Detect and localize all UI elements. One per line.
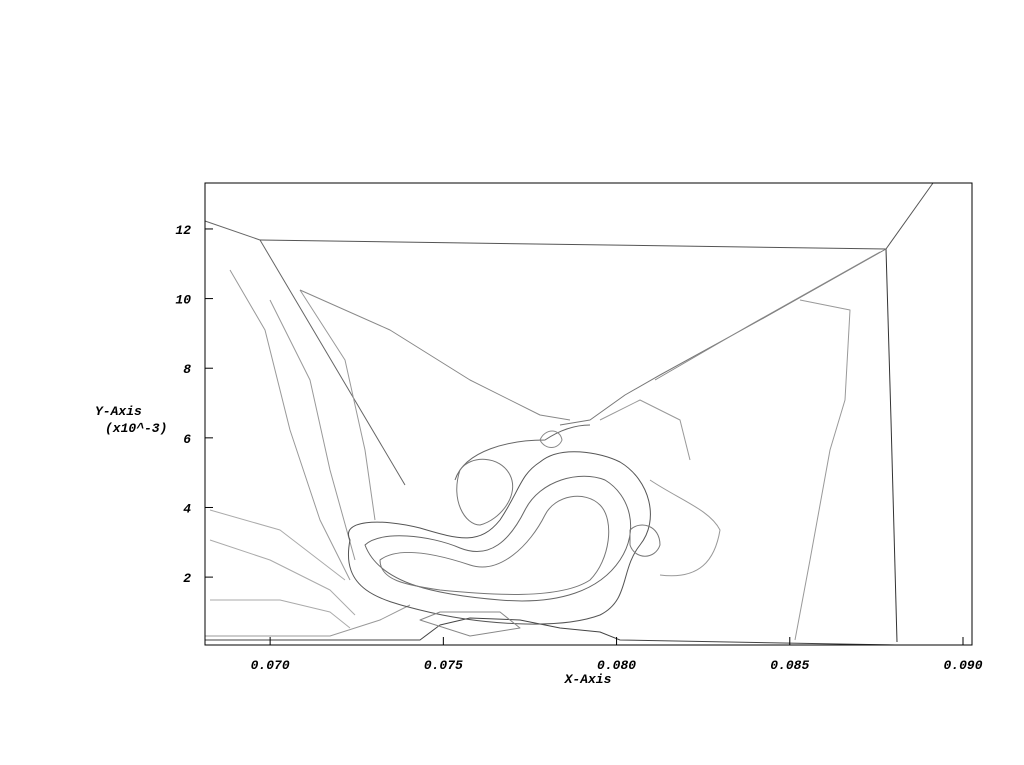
contour-line xyxy=(599,399,691,461)
contours xyxy=(204,182,934,646)
y-tick-label: 6 xyxy=(183,432,191,447)
contour-line xyxy=(559,248,887,426)
contour-line xyxy=(539,430,563,448)
contour-line xyxy=(205,617,896,646)
x-tick-label: 0.085 xyxy=(770,658,809,673)
y-axis-scale: (x10^-3) xyxy=(105,421,167,436)
contour-line xyxy=(210,599,351,629)
contour-line xyxy=(419,611,521,637)
plot-frame xyxy=(204,182,973,646)
y-axis-title: Y-Axis xyxy=(95,404,142,419)
contour-line xyxy=(456,458,514,526)
contour-line xyxy=(299,289,376,521)
x-tick-label: 0.090 xyxy=(943,658,982,673)
contour-line xyxy=(204,220,406,486)
contour-line xyxy=(269,299,356,561)
x-tick-label: 0.070 xyxy=(251,658,290,673)
contour-line xyxy=(649,479,721,577)
contour-line xyxy=(229,269,351,581)
contour-line xyxy=(379,495,610,595)
contour-line xyxy=(299,289,571,421)
contour-line xyxy=(209,509,346,581)
contour-line xyxy=(629,524,661,557)
contour-line xyxy=(794,299,851,641)
contour-line xyxy=(259,182,934,250)
x-tick-label: 0.080 xyxy=(597,658,636,673)
y-tick-label: 4 xyxy=(183,501,191,516)
contour-line xyxy=(347,451,651,625)
y-tick-label: 10 xyxy=(175,293,191,308)
x-tick-label: 0.075 xyxy=(424,658,463,673)
contour-line xyxy=(454,424,591,481)
contour-line xyxy=(209,539,356,616)
contour-line xyxy=(364,475,632,602)
x-axis-title: X-Axis xyxy=(564,672,612,687)
contour-line xyxy=(654,251,881,381)
contour-line xyxy=(885,248,898,643)
contour-line xyxy=(205,604,411,637)
y-tick-label: 12 xyxy=(175,223,191,238)
y-tick-label: 8 xyxy=(183,362,191,377)
y-tick-label: 2 xyxy=(183,571,191,586)
